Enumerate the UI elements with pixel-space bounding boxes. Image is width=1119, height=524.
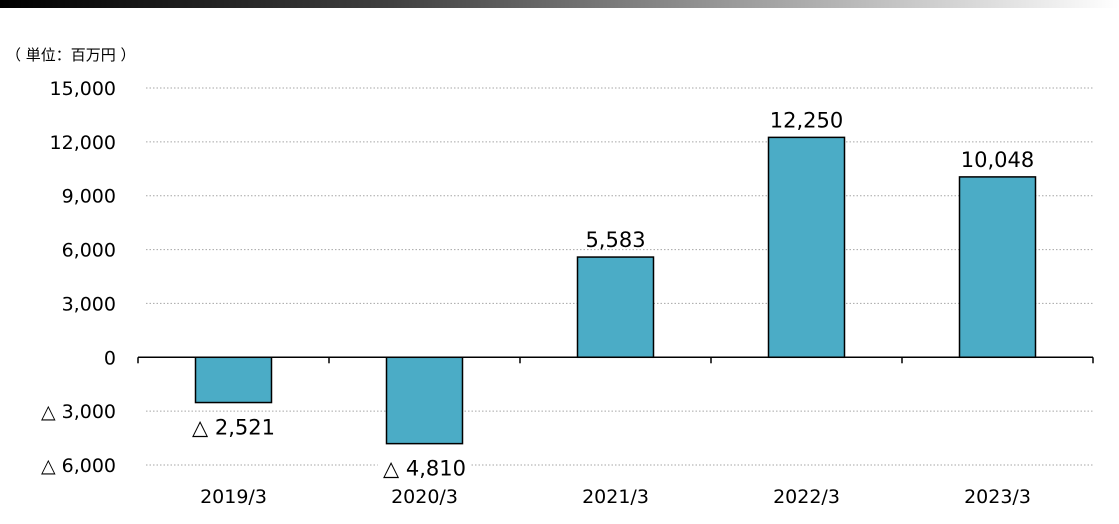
bar-2020-3 (385, 356, 464, 445)
y-tick-label: 3,000 (62, 293, 116, 315)
y-tick-label: 9,000 (62, 186, 116, 208)
bar-2022-3 (767, 136, 846, 359)
x-tick-label: 2019/3 (200, 486, 267, 508)
data-label-bg (377, 454, 472, 482)
y-axis-ticks: 15,000 12,000 9,000 6,000 3,000 0 △ 3,000 △ 6,0… (41, 78, 116, 477)
bar-2019-3 (194, 356, 273, 404)
y-tick-label: 6,000 (62, 240, 116, 262)
x-tick-label: 2021/3 (582, 486, 649, 508)
y-tick-label: 15,000 (50, 78, 116, 100)
data-label: △ 2,521 (192, 416, 275, 440)
x-tick-label: 2022/3 (773, 486, 840, 508)
data-label-bg (186, 413, 281, 441)
unit-label: （ 単位：百万円 ） (6, 46, 136, 64)
header-banner (0, 0, 1119, 8)
bars (194, 136, 1037, 445)
data-label: 10,048 (961, 148, 1034, 172)
data-labels: △ 2,521 △ 4,810 5,583 12,250 10,048 (186, 108, 1034, 482)
bar-2023-3 (958, 176, 1037, 359)
x-axis (137, 356, 1094, 364)
y-tick-label: △ 6,000 (41, 455, 116, 477)
x-tick-label: 2023/3 (964, 486, 1031, 508)
data-label: △ 4,810 (383, 457, 466, 481)
x-axis-ticks: 2019/3 2020/3 2021/3 2022/3 2023/3 (200, 486, 1031, 508)
y-tick-label: 0 (104, 347, 116, 369)
y-tick-label: 12,000 (50, 132, 116, 154)
y-tick-label: △ 3,000 (41, 401, 116, 423)
data-label: 5,583 (585, 228, 645, 252)
bar-2021-3 (576, 256, 655, 359)
data-label: 12,250 (770, 108, 843, 132)
x-tick-label: 2020/3 (391, 486, 458, 508)
